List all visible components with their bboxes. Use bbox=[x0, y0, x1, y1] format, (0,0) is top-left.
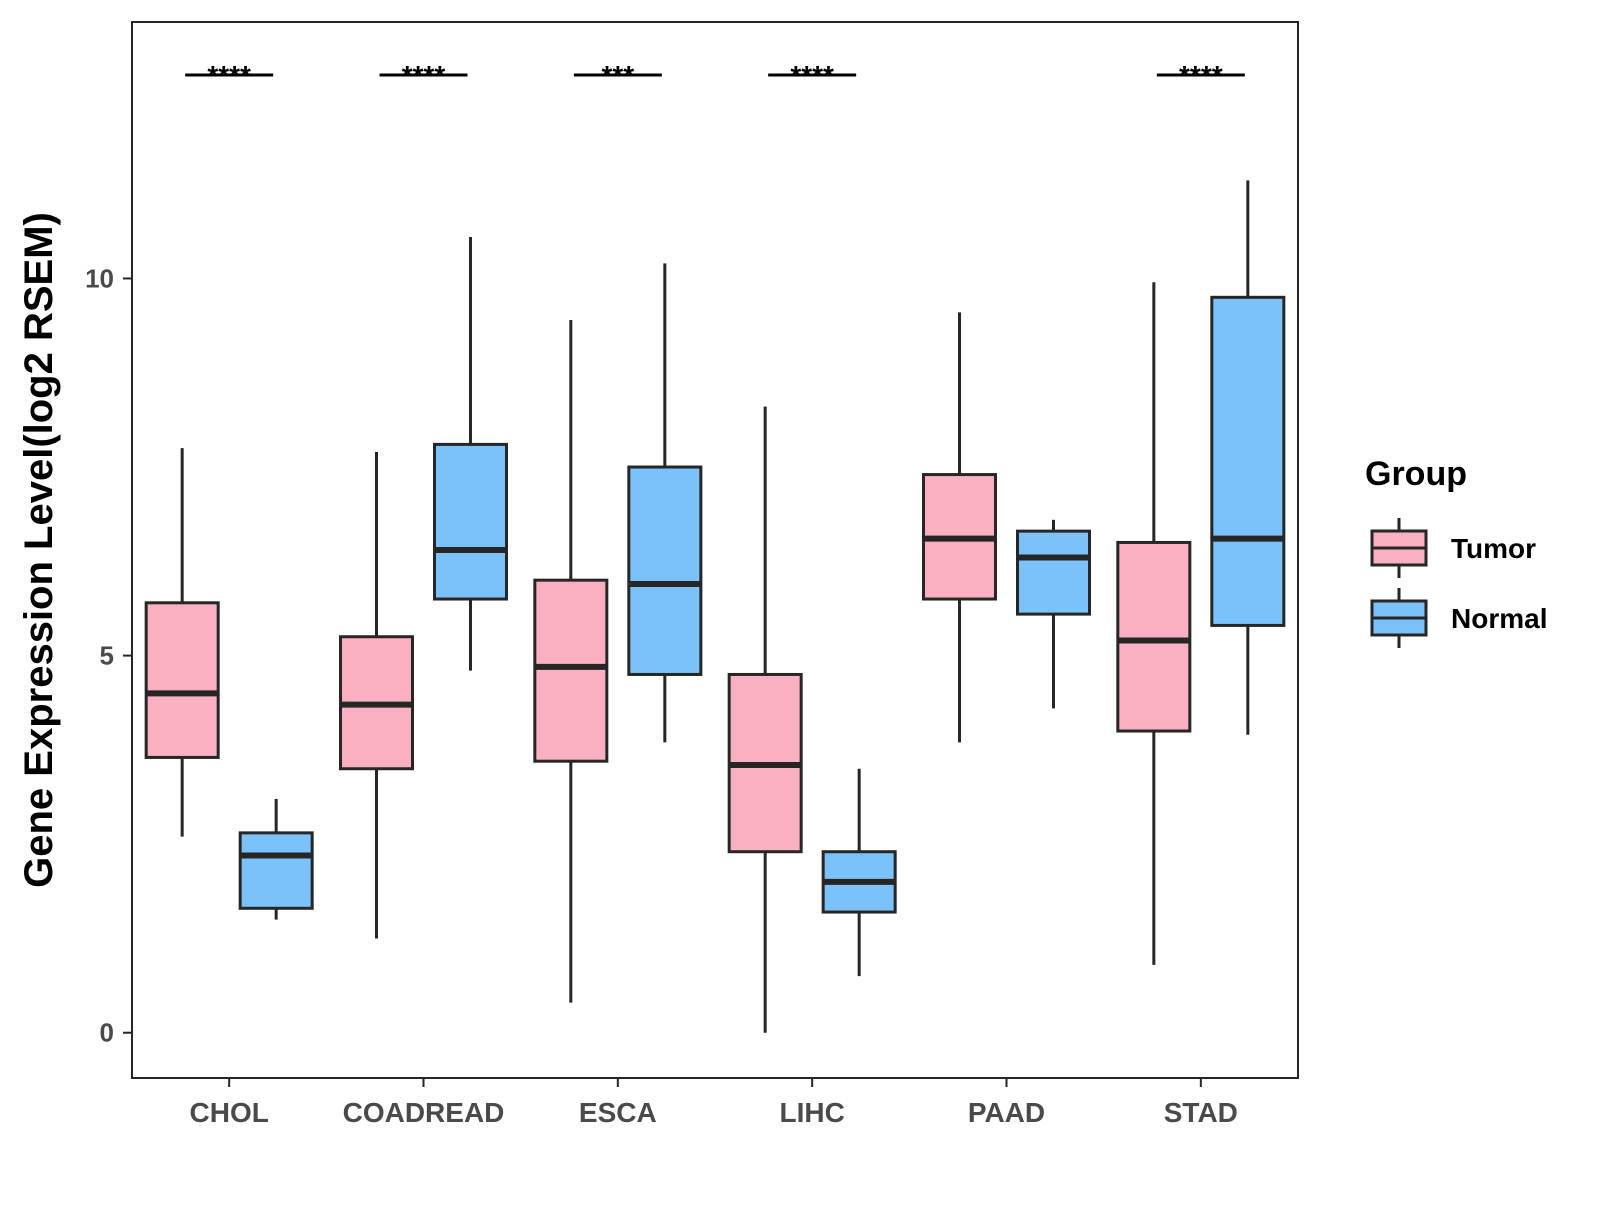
y-tick-label: 0 bbox=[100, 1018, 114, 1048]
x-category-label: ESCA bbox=[579, 1097, 657, 1128]
legend-item-tumor: Tumor bbox=[1370, 518, 1536, 578]
significance-label: *** bbox=[601, 60, 634, 91]
x-category-label: CHOL bbox=[190, 1097, 269, 1128]
legend-title: Group bbox=[1365, 455, 1467, 493]
box-tumor-lihc bbox=[727, 406, 803, 1033]
significance-label: **** bbox=[402, 60, 446, 91]
y-tick-label: 5 bbox=[100, 641, 114, 671]
box-iqr bbox=[238, 831, 314, 910]
legend-item-normal: Normal bbox=[1370, 588, 1547, 648]
box-normal-stad bbox=[1210, 180, 1286, 735]
box-tumor-paad bbox=[922, 312, 997, 743]
box-iqr bbox=[433, 442, 508, 601]
significance-label: **** bbox=[207, 60, 251, 91]
box-tumor-esca bbox=[533, 319, 609, 1003]
box-normal-paad bbox=[1016, 519, 1091, 709]
box-iqr bbox=[533, 578, 609, 763]
significance-label: **** bbox=[1179, 60, 1223, 91]
x-category-label: COADREAD bbox=[343, 1097, 505, 1128]
box-normal-chol bbox=[238, 798, 314, 920]
box-normal-lihc bbox=[821, 768, 897, 977]
box-tumor-chol bbox=[144, 448, 220, 837]
y-tick-label: 10 bbox=[85, 263, 114, 293]
box-normal-coadread bbox=[433, 236, 508, 671]
y-axis-title: Gene Expression Level(log2 RSEM) bbox=[17, 212, 61, 888]
box-tumor-coadread bbox=[339, 451, 414, 939]
box-normal-esca bbox=[627, 263, 703, 743]
plot-panel-border bbox=[131, 21, 1299, 1079]
legend-label: Tumor bbox=[1451, 533, 1536, 564]
legend: Group Tumor Normal bbox=[1365, 455, 1547, 648]
box-iqr bbox=[1016, 529, 1091, 616]
axes: 0 5 10 CHOL COADREAD ESCA LIHC PAAD STAD Gene Exp… bbox=[17, 21, 1299, 1128]
box-iqr bbox=[144, 601, 220, 759]
x-category-label: STAD bbox=[1164, 1097, 1238, 1128]
box-iqr bbox=[627, 465, 703, 676]
legend-label: Normal bbox=[1451, 603, 1547, 634]
plot-area: **** **** *** **** **** bbox=[144, 60, 1286, 1033]
box-iqr bbox=[1116, 540, 1192, 733]
x-category-label: LIHC bbox=[780, 1097, 845, 1128]
x-category-label: PAAD bbox=[968, 1097, 1045, 1128]
box-iqr bbox=[1210, 295, 1286, 627]
box-tumor-stad bbox=[1116, 282, 1192, 965]
significance-label: **** bbox=[790, 60, 834, 91]
